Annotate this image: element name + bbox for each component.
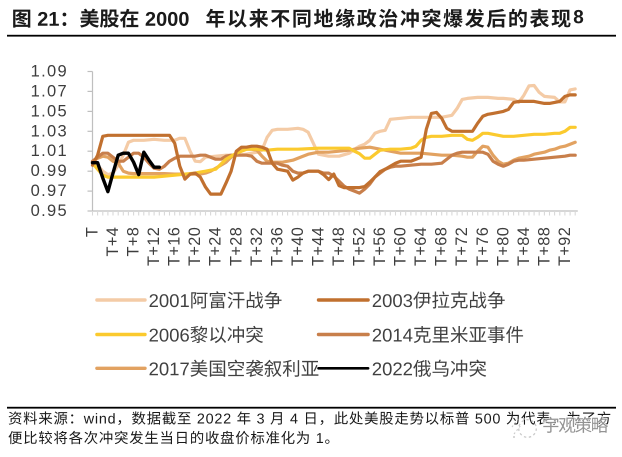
svg-text:T+44: T+44 (309, 227, 327, 266)
svg-text:T+52: T+52 (351, 227, 369, 266)
svg-text:1.01: 1.01 (31, 142, 68, 160)
svg-text:T+12: T+12 (145, 227, 163, 266)
svg-text:T+20: T+20 (186, 227, 204, 266)
svg-text:T: T (84, 227, 102, 237)
svg-text:T+88: T+88 (535, 227, 553, 266)
svg-text:1.03: 1.03 (31, 122, 68, 140)
svg-text:T+84: T+84 (515, 227, 533, 266)
svg-text:T+28: T+28 (227, 227, 245, 266)
svg-text:T+56: T+56 (371, 227, 389, 266)
svg-text:T+24: T+24 (207, 227, 225, 266)
svg-text:0.97: 0.97 (31, 182, 68, 200)
svg-text:T+16: T+16 (166, 227, 184, 266)
svg-text:T+92: T+92 (556, 227, 574, 266)
svg-text:1.07: 1.07 (31, 82, 68, 100)
svg-text:T+60: T+60 (392, 227, 410, 266)
svg-text:T+72: T+72 (453, 227, 471, 266)
svg-text:T+48: T+48 (330, 227, 348, 266)
svg-text:0.99: 0.99 (31, 162, 68, 180)
svg-text:T+36: T+36 (268, 227, 286, 266)
svg-text:T+40: T+40 (289, 227, 307, 266)
svg-text:T+64: T+64 (412, 227, 430, 266)
svg-text:1.09: 1.09 (31, 63, 68, 81)
svg-text:T+32: T+32 (248, 227, 266, 266)
svg-text:T+4: T+4 (104, 227, 122, 257)
svg-text:1.05: 1.05 (31, 102, 68, 120)
svg-text:T+76: T+76 (474, 227, 492, 266)
svg-text:T+8: T+8 (125, 227, 143, 257)
svg-text:T+68: T+68 (433, 227, 451, 266)
svg-text:T+80: T+80 (494, 227, 512, 266)
svg-text:0.95: 0.95 (31, 202, 68, 220)
